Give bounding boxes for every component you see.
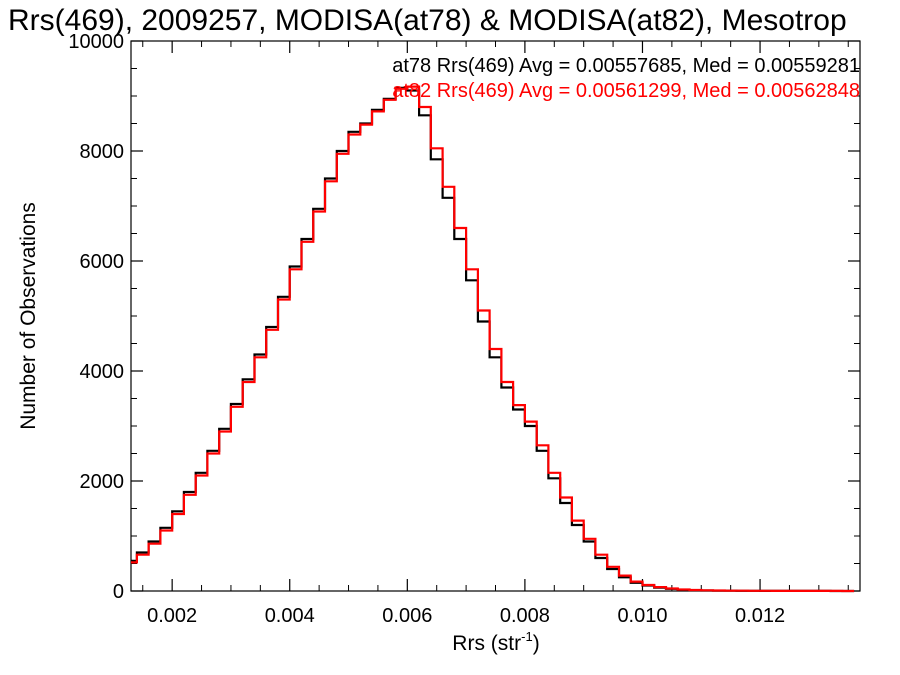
y-tick-label: 2000 xyxy=(80,471,125,493)
x-axis-label-main: Rrs (str xyxy=(452,632,521,655)
x-tick-label: 0.012 xyxy=(735,605,785,627)
x-tick-label: 0.004 xyxy=(265,605,315,627)
x-axis-label: Rrs (str-1) xyxy=(452,629,539,655)
x-axis-label-superscript: -1 xyxy=(521,629,533,644)
series-layer xyxy=(131,85,855,593)
y-axis-ticks: 0 2000 4000 6000 8000 10000 xyxy=(68,31,860,603)
x-tick-label: 0.008 xyxy=(500,605,550,627)
y-axis-label: Number of Observations xyxy=(17,202,40,430)
x-tick-label: 0.002 xyxy=(147,605,197,627)
series-line-at82 xyxy=(131,85,855,593)
x-tick-label: 0.010 xyxy=(617,605,667,627)
annotation-at78: at78 Rrs(469) Avg = 0.00557685, Med = 0.… xyxy=(392,55,860,77)
annotation-at82: at82 Rrs(469) Avg = 0.00561299, Med = 0.… xyxy=(392,80,860,102)
x-axis-label-close: ) xyxy=(533,632,540,655)
chart-title: Rrs(469), 2009257, MODISA(at78) & MODISA… xyxy=(8,4,847,37)
x-axis-ticks: 0.002 0.004 0.006 0.008 0.010 0.012 xyxy=(142,41,849,627)
y-tick-label: 8000 xyxy=(80,141,125,163)
plot-border xyxy=(130,40,861,592)
x-tick-label: 0.006 xyxy=(382,605,432,627)
y-tick-label: 6000 xyxy=(80,251,125,273)
y-tick-label: 4000 xyxy=(80,361,125,383)
plot-frame xyxy=(130,40,861,592)
y-tick-label: 0 xyxy=(113,581,124,603)
y-tick-label: 10000 xyxy=(68,31,124,53)
series-line-at78 xyxy=(131,86,855,593)
